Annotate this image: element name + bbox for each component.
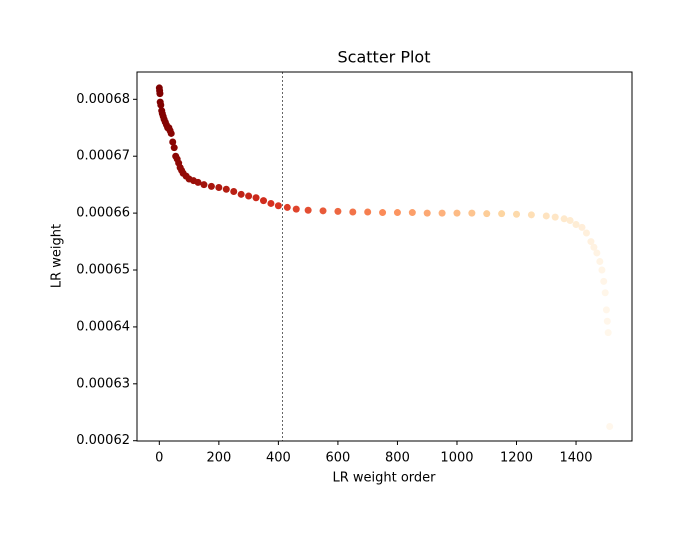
y-tick-label: 0.00066 (76, 206, 130, 221)
point (334, 207, 342, 215)
point (379, 209, 387, 217)
point (170, 144, 178, 152)
point (513, 210, 521, 218)
point (468, 209, 476, 217)
point (167, 129, 175, 137)
point (364, 208, 372, 216)
point (194, 178, 202, 186)
point (283, 203, 291, 211)
point (603, 317, 611, 325)
y-tick-label: 0.00064 (76, 319, 130, 334)
point (222, 185, 230, 193)
point (319, 207, 327, 215)
x-tick-label: 1200 (500, 451, 533, 466)
point (438, 209, 446, 217)
point (551, 213, 559, 221)
point (498, 210, 506, 218)
point (393, 209, 401, 217)
x-tick-label: 0 (155, 451, 163, 466)
point (453, 209, 461, 217)
point (215, 184, 223, 192)
point (527, 211, 535, 219)
y-tick-label: 0.00063 (76, 376, 130, 391)
point (156, 90, 164, 98)
point (582, 229, 590, 237)
y-tick-label: 0.00065 (76, 263, 130, 278)
point (200, 181, 208, 189)
point (274, 202, 282, 210)
plot-frame (136, 71, 633, 442)
point (157, 101, 165, 109)
point (423, 209, 431, 217)
point (593, 249, 601, 257)
point (587, 238, 595, 246)
point (260, 197, 268, 205)
point (606, 422, 614, 430)
x-axis-label: LR weight order (332, 471, 436, 486)
x-tick-label: 1400 (559, 451, 592, 466)
point (566, 217, 574, 225)
point (252, 194, 260, 202)
point (601, 289, 609, 297)
x-tick-label: 1000 (440, 451, 473, 466)
point (245, 192, 253, 200)
point (590, 243, 598, 251)
x-tick-label: 800 (385, 451, 410, 466)
point (267, 199, 275, 207)
point (560, 215, 568, 223)
chart-title: Scatter Plot (338, 48, 431, 67)
point (600, 277, 608, 285)
point (207, 182, 215, 190)
point (292, 205, 300, 213)
x-tick-label: 200 (206, 451, 231, 466)
point (596, 257, 604, 265)
point (598, 266, 606, 274)
point (169, 138, 177, 146)
point (408, 209, 416, 217)
y-tick-label: 0.00067 (76, 149, 130, 164)
y-axis-label: LR weight (50, 224, 65, 288)
point (483, 210, 491, 218)
point (604, 329, 612, 337)
point (578, 223, 586, 231)
point (349, 208, 357, 216)
y-tick-label: 0.00068 (76, 92, 130, 107)
x-tick-label: 400 (266, 451, 291, 466)
x-tick-label: 600 (326, 451, 351, 466)
point (237, 190, 245, 198)
point (230, 187, 238, 195)
point (572, 220, 580, 228)
point (602, 306, 610, 314)
point (304, 206, 312, 214)
point (542, 212, 550, 220)
y-tick-label: 0.00062 (76, 433, 130, 448)
